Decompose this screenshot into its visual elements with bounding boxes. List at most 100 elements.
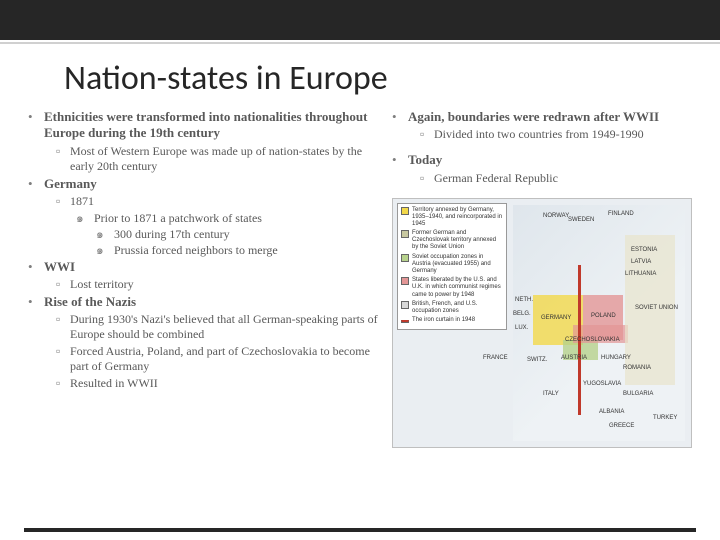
legend-row: States liberated by the U.S. and U.K. in… (401, 277, 503, 299)
country-label: TURKEY (653, 415, 677, 421)
country-label: LITHUANIA (625, 271, 656, 277)
sub-western-europe: ▫ Most of Western Europe was made up of … (56, 144, 380, 174)
bullet-mark: ▫ (56, 376, 70, 391)
bullet-mark: • (28, 176, 44, 192)
legend-row: Territory annexed by Germany, 1935–1940,… (401, 207, 503, 229)
country-label: ALBANIA (599, 409, 624, 415)
bullet-mark: ▫ (56, 312, 70, 342)
sub-lost-territory: ▫ Lost territory (56, 277, 380, 292)
bullet-text: Forced Austria, Poland, and part of Czec… (70, 344, 380, 374)
bullet-mark: ▫ (56, 144, 70, 174)
bullet-text: Germany (44, 176, 97, 192)
bullet-text: Most of Western Europe was made up of na… (70, 144, 380, 174)
legend-text: The iron curtain in 1948 (412, 317, 475, 324)
legend-row: Former German and Czechoslovak territory… (401, 230, 503, 252)
legend-row: The iron curtain in 1948 (401, 317, 503, 324)
sub-divided: ▫ Divided into two countries from 1949-1… (420, 127, 700, 142)
country-label: AUSTRIA (561, 355, 587, 361)
bullet-text: Divided into two countries from 1949-199… (434, 127, 644, 142)
europe-map: Territory annexed by Germany, 1935–1940,… (392, 198, 692, 448)
legend-text: States liberated by the U.S. and U.K. in… (412, 277, 503, 299)
bullet-text: German Federal Republic (434, 171, 558, 186)
bullet-text: 1871 (70, 194, 94, 209)
slide-title: Nation-states in Europe (0, 44, 720, 109)
country-label: GERMANY (541, 315, 571, 321)
slide: Nation-states in Europe • Ethnicities we… (0, 0, 720, 540)
legend-swatch (401, 301, 409, 309)
legend-row: British, French, and U.S. occupation zon… (401, 301, 503, 315)
bullet-mark: ▫ (56, 344, 70, 374)
bullet-mark: ▫ (420, 127, 434, 142)
left-column: • Ethnicities were transformed into nati… (28, 109, 388, 448)
legend-text: Former German and Czechoslovak territory… (412, 230, 503, 252)
country-label: ESTONIA (631, 247, 657, 253)
legend-swatch (401, 207, 409, 215)
bullet-text: Rise of the Nazis (44, 294, 136, 310)
country-label: CZECHOSLOVAKIA (565, 337, 620, 343)
bullet-text: Lost territory (70, 277, 134, 292)
country-label: SWITZ. (527, 357, 547, 363)
legend-swatch (401, 254, 409, 262)
bullet-mark: ๑ (96, 243, 114, 258)
country-label: LATVIA (631, 259, 651, 265)
subsubsub-300: ๑ 300 during 17th century (96, 227, 380, 242)
country-label: GREECE (609, 423, 634, 429)
top-bar (0, 0, 720, 40)
sub-1871: ▫ 1871 (56, 194, 380, 209)
country-label: LUX. (515, 325, 528, 331)
bullet-germany: • Germany (28, 176, 380, 192)
legend-text: Territory annexed by Germany, 1935–1940,… (412, 207, 503, 229)
country-label: FRANCE (483, 355, 508, 361)
legend-text: Soviet occupation zones in Austria (evac… (412, 254, 503, 276)
country-label: SWEDEN (568, 217, 594, 223)
legend-text: British, French, and U.S. occupation zon… (412, 301, 503, 315)
country-label: ROMANIA (623, 365, 651, 371)
bullet-mark: ▫ (420, 171, 434, 186)
bullet-text: Resulted in WWII (70, 376, 158, 391)
subsubsub-prussia: ๑ Prussia forced neighbors to merge (96, 243, 380, 258)
sub-1930s: ▫ During 1930's Nazi's believed that all… (56, 312, 380, 342)
country-label: BULGARIA (623, 391, 653, 397)
country-label: POLAND (591, 313, 616, 319)
country-label: NETH. (515, 297, 533, 303)
bullet-mark: ๑ (76, 211, 94, 226)
bullet-mark: ๑ (96, 227, 114, 242)
country-label: FINLAND (608, 211, 634, 217)
legend-row: Soviet occupation zones in Austria (evac… (401, 254, 503, 276)
bullet-mark: • (28, 294, 44, 310)
bullet-ethnicities: • Ethnicities were transformed into nati… (28, 109, 380, 142)
bullet-text: 300 during 17th century (114, 227, 230, 242)
map-legend: Territory annexed by Germany, 1935–1940,… (397, 203, 507, 331)
bullet-text: Prior to 1871 a patchwork of states (94, 211, 262, 226)
legend-swatch (401, 277, 409, 285)
content-area: • Ethnicities were transformed into nati… (0, 109, 720, 448)
sub-resulted-wwii: ▫ Resulted in WWII (56, 376, 380, 391)
bullet-mark: ▫ (56, 194, 70, 209)
bullet-text: Prussia forced neighbors to merge (114, 243, 278, 258)
sub-forced: ▫ Forced Austria, Poland, and part of Cz… (56, 344, 380, 374)
bullet-nazis: • Rise of the Nazis (28, 294, 380, 310)
country-label: HUNGARY (601, 355, 631, 361)
bullet-boundaries: • Again, boundaries were redrawn after W… (392, 109, 700, 125)
right-column: • Again, boundaries were redrawn after W… (388, 109, 700, 448)
bullet-mark: • (28, 259, 44, 275)
subsub-patchwork: ๑ Prior to 1871 a patchwork of states (76, 211, 380, 226)
bullet-text: Again, boundaries were redrawn after WWI… (408, 109, 659, 125)
legend-swatch (401, 230, 409, 238)
bullet-text: Ethnicities were transformed into nation… (44, 109, 380, 142)
bullet-mark: • (392, 152, 408, 168)
country-label: YUGOSLAVIA (583, 381, 621, 387)
bullet-today: • Today (392, 152, 700, 168)
map-body: NORWAYSWEDEN FINLAND ESTONIA LATVIA LITHUANI… (513, 205, 685, 441)
bullet-mark: • (392, 109, 408, 125)
bullet-text: Today (408, 152, 442, 168)
country-label: BELG. (513, 311, 531, 317)
legend-swatch (401, 320, 409, 323)
bottom-bar (24, 528, 696, 532)
country-label: NORWAY (543, 213, 569, 219)
country-label: SOVIET UNION (635, 305, 678, 311)
bullet-wwi: • WWI (28, 259, 380, 275)
bullet-mark: ▫ (56, 277, 70, 292)
bullet-mark: • (28, 109, 44, 142)
country-label: ITALY (543, 391, 559, 397)
